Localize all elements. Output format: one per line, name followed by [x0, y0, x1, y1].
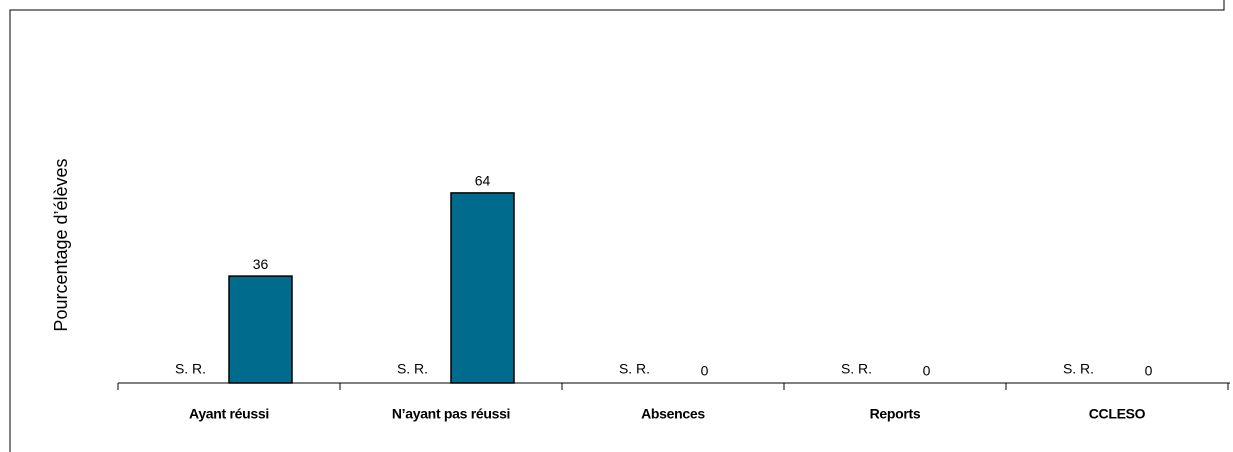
value-label: S. R. [175, 361, 206, 377]
x-tick-label: CCLESO [1089, 406, 1146, 422]
bar [450, 192, 515, 384]
bar [228, 275, 293, 384]
value-label: S. R. [619, 361, 650, 377]
value-label: 36 [253, 256, 269, 272]
x-tick-label: N’ayant pas réussi [392, 406, 510, 422]
value-label: 64 [475, 173, 491, 189]
value-label: S. R. [841, 361, 872, 377]
x-tick-label: Absences [641, 406, 705, 422]
value-label: 0 [1145, 363, 1153, 379]
x-tick-label: Ayant réussi [189, 406, 269, 422]
chart-frame [9, 0, 1225, 452]
value-label: S. R. [1063, 361, 1094, 377]
x-tick-label: Reports [870, 406, 921, 422]
y-axis-label: Pourcentage d’élèves [51, 158, 71, 331]
value-label: 0 [701, 363, 709, 379]
value-label: 0 [923, 363, 931, 379]
value-label: S. R. [397, 361, 428, 377]
